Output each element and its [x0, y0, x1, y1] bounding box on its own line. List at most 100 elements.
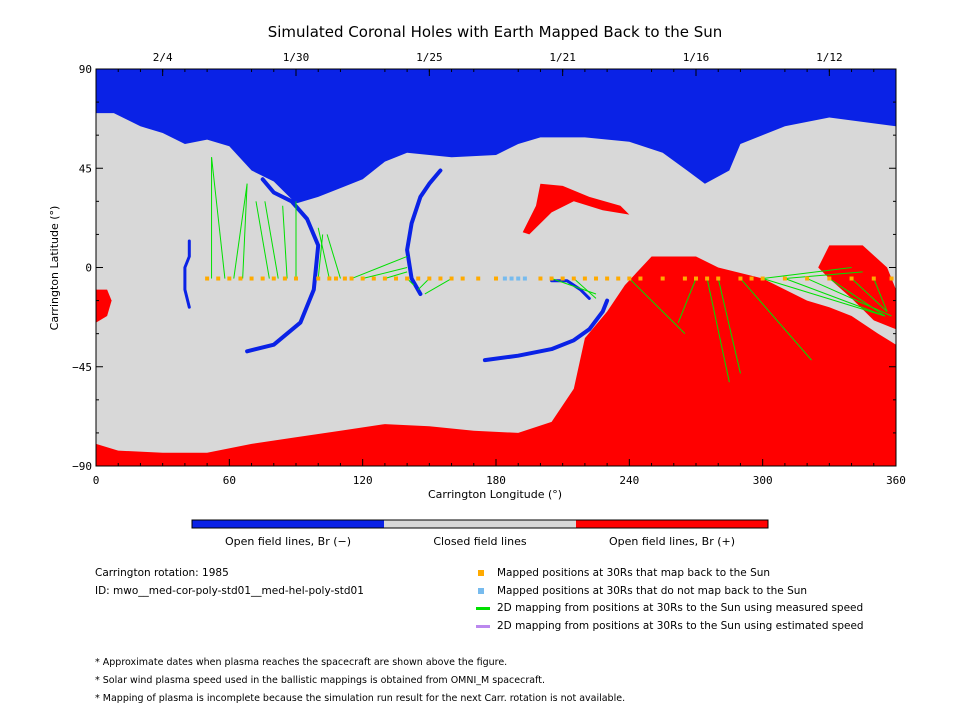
- y-tick-label-2: 0: [85, 262, 92, 275]
- measured-mapping-line-5: [264, 201, 279, 279]
- simulation-id-label: ID: mwo__med-cor-poly-std01__med-hel-pol…: [95, 585, 364, 597]
- mapped-position-20: [427, 276, 432, 281]
- colorbar-label-1: Closed field lines: [433, 535, 527, 548]
- unmapped-position-1: [509, 276, 514, 281]
- date-tick-label-2: 1/25: [416, 51, 443, 64]
- mapped-position-44: [782, 276, 787, 281]
- measured-mapping-line-25: [784, 278, 886, 317]
- mapped-position-16: [382, 276, 387, 281]
- mapped-position-11: [334, 276, 338, 281]
- mapped-position-39: [705, 276, 710, 281]
- mapped-position-47: [849, 276, 854, 281]
- measured-mapping-line-23: [740, 278, 812, 361]
- mapped-positions-swatch: [478, 570, 484, 576]
- measured-mapping-line-18: [573, 278, 597, 299]
- measured-mapping-line-3: [242, 183, 248, 279]
- mapped-position-46: [827, 276, 832, 281]
- negative-streak-4: [550, 279, 591, 300]
- mapped-position-22: [449, 276, 454, 281]
- measured-mapping-line-10: [326, 234, 341, 279]
- note-speed-source: * Solar wind plasma speed used in the ba…: [95, 675, 545, 686]
- mapped-position-31: [594, 276, 598, 281]
- measured-mapping-line-21: [706, 278, 730, 383]
- measured-mapping-line-12: [362, 267, 408, 280]
- mapped-position-35: [638, 276, 643, 281]
- measured-mapping-line-8: [317, 234, 324, 279]
- measured-mapping-line-30: [762, 267, 852, 280]
- unmapped-position-0: [502, 276, 507, 281]
- negative-streak-3: [482, 298, 610, 363]
- mapped-position-21: [438, 276, 443, 281]
- colorbar-segment-2: [576, 520, 768, 528]
- measured-mapping-line-1: [211, 157, 226, 279]
- mapped-position-14: [360, 276, 365, 281]
- colorbar-segment-1: [384, 520, 576, 528]
- date-tick-label-4: 1/16: [683, 51, 710, 64]
- mapped-position-42: [749, 276, 754, 281]
- chart-title: Simulated Coronal Holes with Earth Mappe…: [268, 23, 723, 41]
- negative-streak-0: [183, 239, 191, 309]
- y-tick-label-1: 45: [79, 162, 92, 175]
- x-tick-label-4: 240: [619, 474, 639, 487]
- colorbar-label-2: Open field lines, Br (+): [609, 535, 735, 548]
- colorbar-label-0: Open field lines, Br (−): [225, 535, 351, 548]
- negative-streak-1: [245, 177, 321, 354]
- mapped-position-48: [871, 276, 876, 281]
- legend-unmapped: Mapped positions at 30Rs that do not map…: [497, 585, 808, 597]
- mapped-position-38: [694, 276, 698, 281]
- x-tick-label-3: 180: [486, 474, 506, 487]
- mapped-position-25: [494, 276, 498, 281]
- carrington-map: [96, 69, 896, 466]
- x-axis-label: Carrington Longitude (°): [428, 488, 562, 501]
- mapped-position-43: [760, 276, 765, 281]
- mapped-position-19: [416, 276, 421, 281]
- note-incomplete: * Mapping of plasma is incomplete becaus…: [95, 693, 626, 704]
- unmapped-position-2: [516, 276, 521, 281]
- date-tick-label-3: 1/21: [549, 51, 576, 64]
- measured-mapping-line-26: [806, 278, 892, 317]
- mapped-position-15: [371, 276, 376, 281]
- map-axes: 0 60 120 180 240 300 360 90 45 0 −45 −90 2/4 1/30 1/25…: [72, 51, 906, 487]
- measured-mapping-line-19: [628, 278, 686, 335]
- x-tick-label-2: 120: [353, 474, 373, 487]
- x-tick-label-0: 0: [93, 474, 100, 487]
- mapped-position-26: [538, 276, 543, 281]
- mapped-position-2: [227, 276, 232, 281]
- y-tick-label-3: −45: [72, 361, 92, 374]
- mapped-position-40: [716, 276, 721, 281]
- mapped-position-17: [394, 276, 398, 281]
- mapped-position-33: [616, 276, 621, 281]
- mapped-position-36: [660, 276, 665, 281]
- measured-mapping-line-13: [384, 271, 408, 280]
- measured-speed-swatch: [476, 607, 490, 610]
- mapped-position-5: [260, 276, 265, 281]
- mapped-position-1: [216, 276, 221, 281]
- mapped-position-9: [316, 276, 321, 281]
- mapped-position-6: [271, 276, 276, 281]
- x-tick-label-6: 360: [886, 474, 906, 487]
- mapped-position-41: [738, 276, 743, 281]
- mapped-position-27: [549, 276, 554, 281]
- measured-mapping-line-4: [255, 201, 270, 279]
- note-dates: * Approximate dates when plasma reaches …: [95, 657, 508, 668]
- mapped-position-29: [571, 276, 576, 281]
- date-tick-label-5: 1/12: [816, 51, 843, 64]
- mapped-position-37: [682, 276, 687, 281]
- measured-mapping-line-24: [762, 278, 886, 317]
- legend-measured: 2D mapping from positions at 30Rs to the…: [497, 602, 864, 614]
- carrington-rotation-label: Carrington rotation: 1985: [95, 567, 229, 579]
- mapped-position-28: [560, 276, 565, 281]
- mapped-position-32: [605, 276, 610, 281]
- mapped-position-18: [405, 276, 410, 281]
- measured-mapping-line-11: [351, 256, 408, 279]
- negative-streak-2: [405, 168, 443, 296]
- x-tick-label-5: 300: [753, 474, 773, 487]
- unmapped-position-3: [522, 276, 527, 281]
- measured-mapping-line-29: [873, 278, 888, 312]
- mapped-position-7: [282, 276, 287, 281]
- measured-mapping-line-28: [851, 278, 888, 312]
- mapped-position-30: [582, 276, 587, 281]
- mapped-position-23: [460, 276, 465, 281]
- mapped-position-45: [805, 276, 810, 281]
- unmapped-positions-swatch: [478, 588, 484, 594]
